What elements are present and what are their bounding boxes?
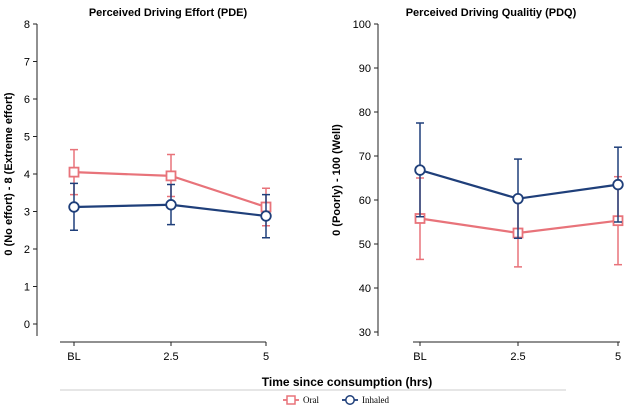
pdq-y-tick-label: 70 <box>359 151 371 163</box>
pde-title: Perceived Driving Effort (PDE) <box>89 7 248 19</box>
pde-y-tick-label: 2 <box>24 244 30 256</box>
pde-inhaled-point <box>68 201 80 213</box>
pde-inhaled-point <box>260 210 272 222</box>
pdq-y-tick-label: 80 <box>359 107 371 119</box>
pdq-y-tick-label: 90 <box>359 63 371 75</box>
pdq-y-tick-label: 50 <box>359 239 371 251</box>
pde-x-tick-label: BL <box>67 351 80 363</box>
pde-x-tick-label: 5 <box>263 351 269 363</box>
legend-inhaled-label: Inhaled <box>362 395 389 405</box>
pdq-y-axis-label: 0 (Poorly) - 100 (Well) <box>331 124 343 236</box>
legend: Oral Inhaled <box>283 395 389 405</box>
legend-oral-label: Oral <box>303 395 319 405</box>
pdq-y-tick-label: 60 <box>359 195 371 207</box>
pdq-inhaled-point <box>612 178 624 191</box>
pde-oral-point <box>68 166 80 178</box>
pde-y-tick-label: 8 <box>24 19 30 31</box>
legend-inhaled-marker <box>345 395 355 405</box>
pde-oral-point <box>165 170 177 182</box>
pde-y-tick-label: 5 <box>24 132 30 144</box>
pdq-y-tick-label: 30 <box>359 327 371 339</box>
pdq-x-tick-label: 5 <box>615 351 621 363</box>
pdq-x-tick-label: 2.5 <box>510 351 525 363</box>
pdq-y-tick-label: 40 <box>359 283 371 295</box>
pde-y-tick-label: 6 <box>24 94 30 106</box>
pdq-title: Perceived Driving Qualitiy (PDQ) <box>406 7 577 19</box>
legend-oral-marker <box>286 395 296 405</box>
pdq-y-tick-label: 100 <box>353 19 371 31</box>
pde-inhaled-point <box>165 199 177 211</box>
pdq-x-tick-label: BL <box>413 351 426 363</box>
pdq-inhaled-point <box>414 164 426 176</box>
pde-y-axis-label: 0 (No effort) - 8 (Extreme effort) <box>3 92 15 256</box>
pde-y-tick-label: 1 <box>24 282 30 294</box>
shared-x-axis-label: Time since consumption (hrs) <box>262 375 432 389</box>
pde-y-tick-label: 7 <box>24 57 30 69</box>
pde-y-tick-label: 4 <box>24 169 30 181</box>
pde-y-tick-label: 0 <box>24 319 30 331</box>
pde-x-tick-label: 2.5 <box>163 351 178 363</box>
pdq-panel: Perceived Driving Qualitiy (PDQ) 0 (Poor… <box>331 7 624 363</box>
pde-panel: Perceived Driving Effort (PDE) 0 (No eff… <box>3 7 272 363</box>
pdq-inhaled-point <box>512 192 524 205</box>
pde-y-tick-label: 3 <box>24 207 30 219</box>
